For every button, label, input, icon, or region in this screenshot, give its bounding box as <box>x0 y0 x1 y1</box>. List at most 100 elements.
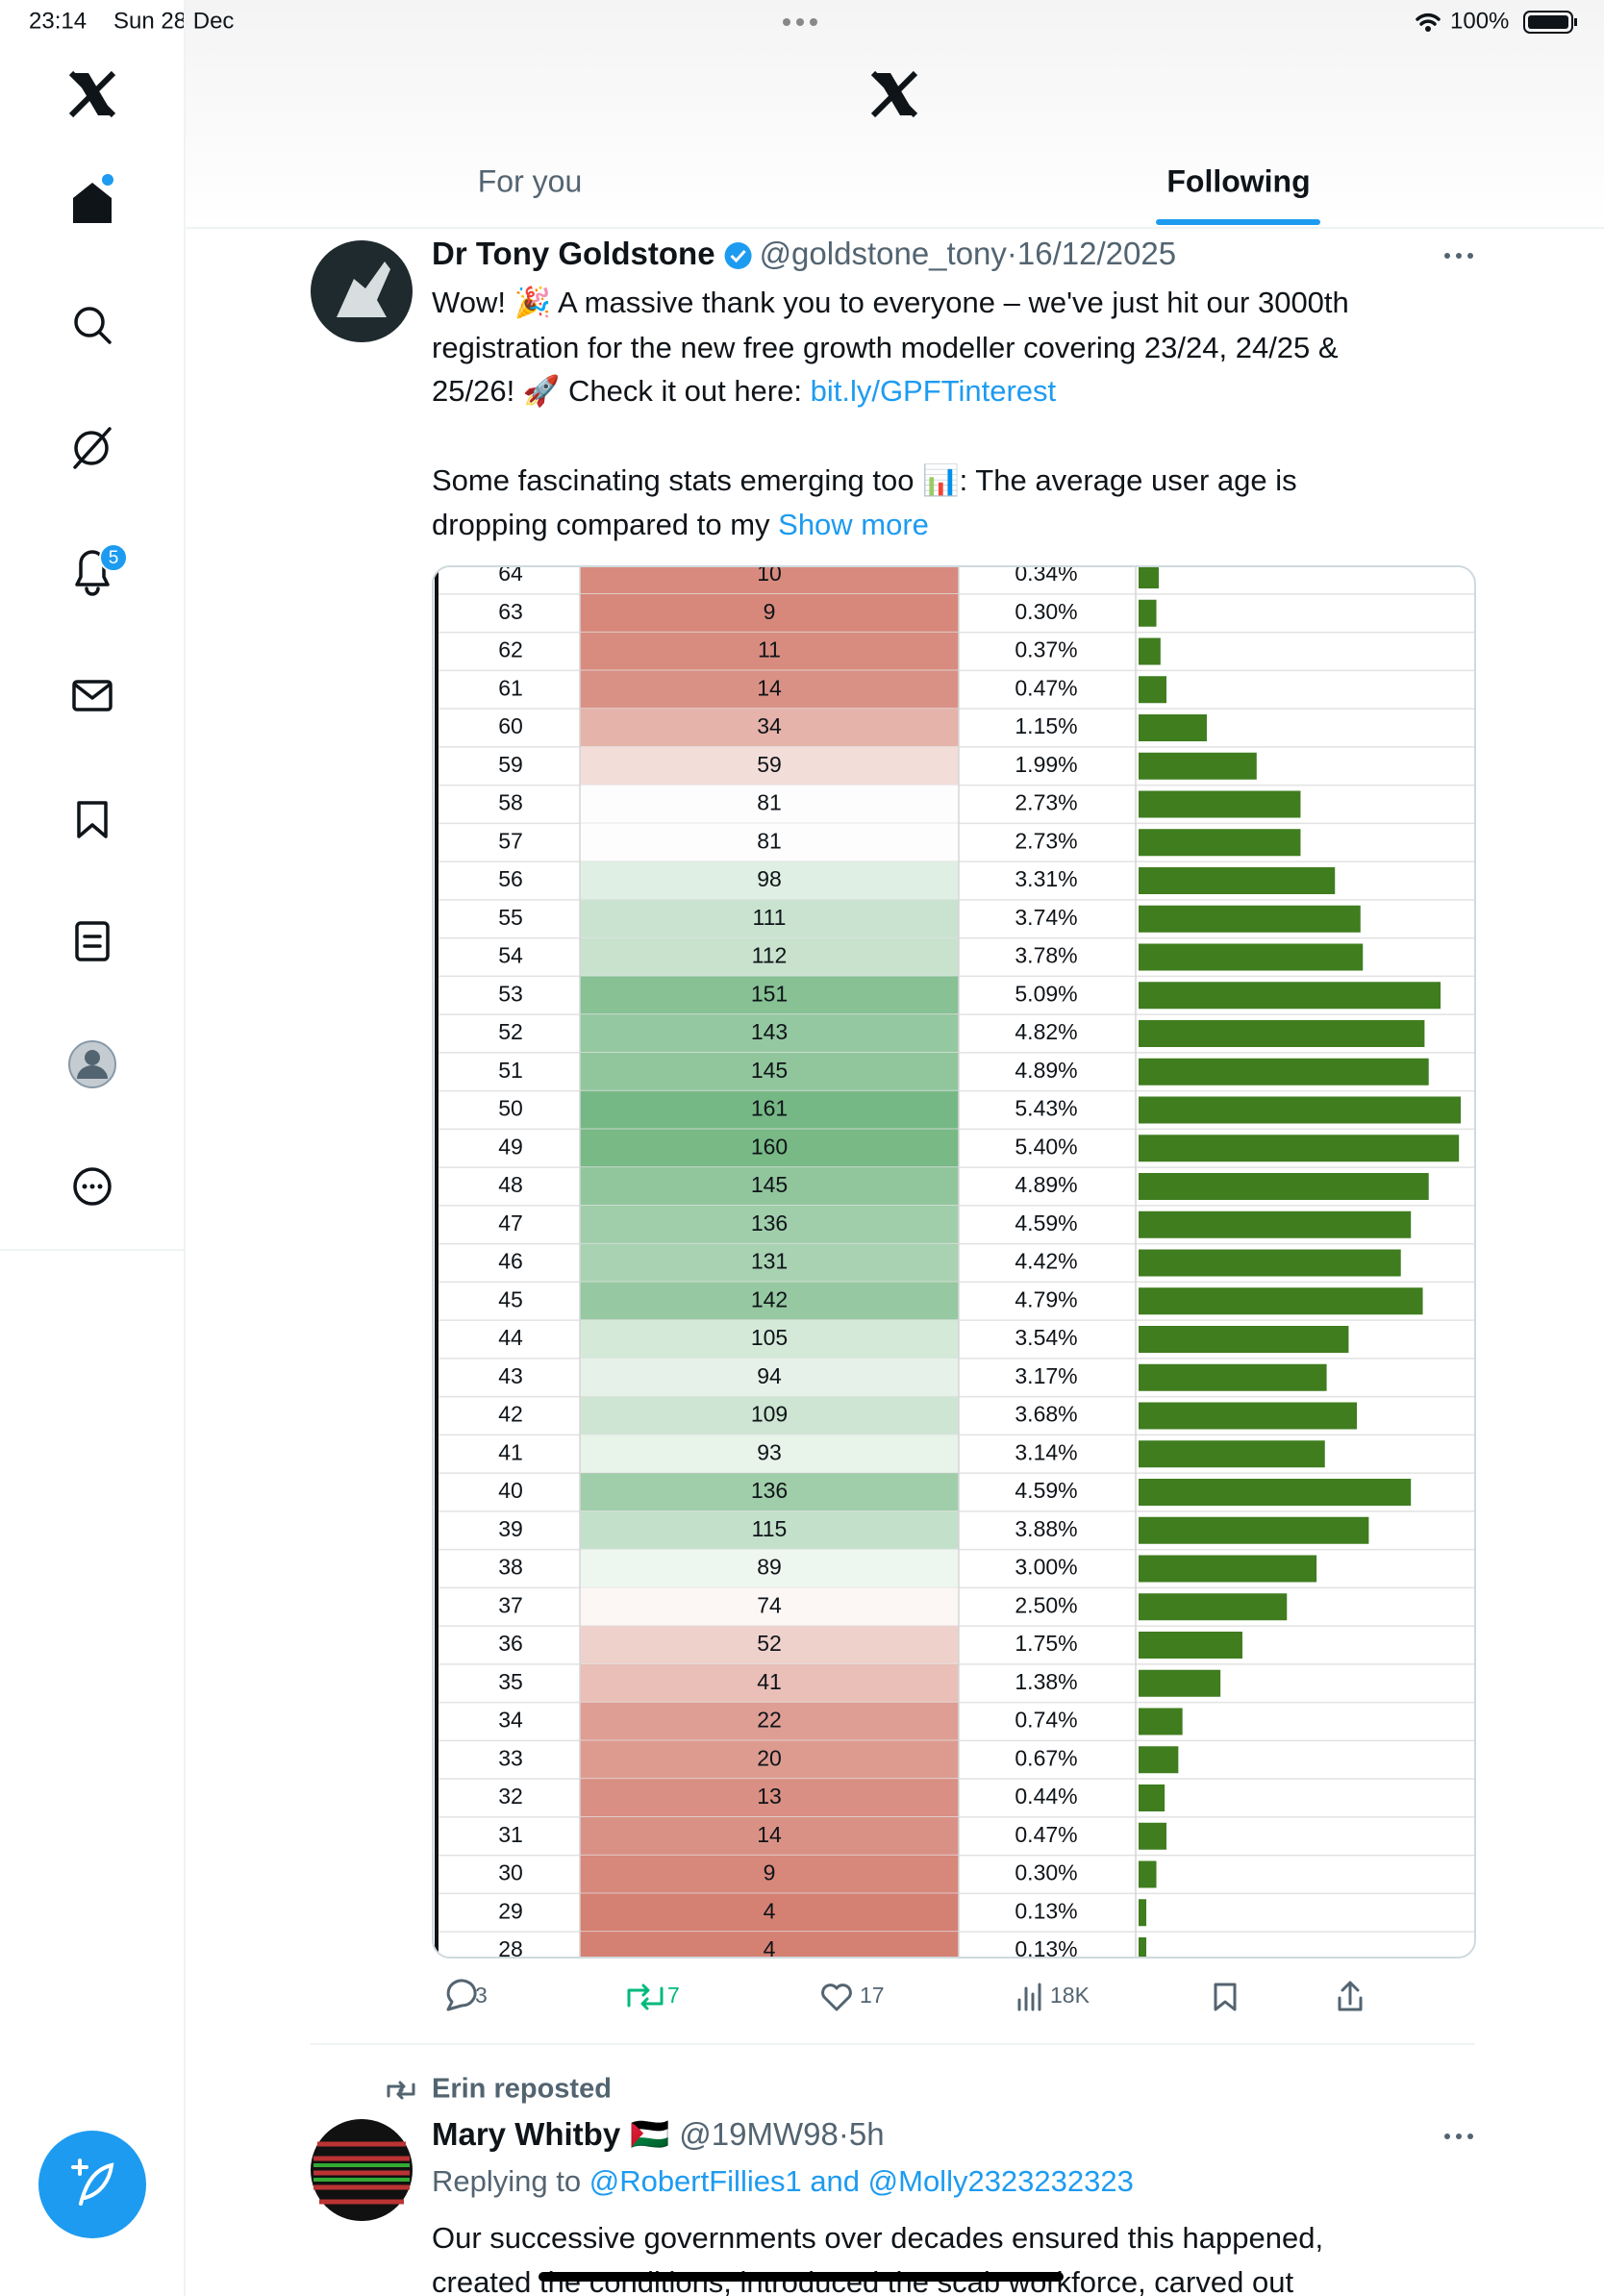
post-text: Wow! 🎉 A massive thank you to everyone –… <box>432 285 1349 320</box>
count-value: 143 <box>751 1019 788 1044</box>
share-bar <box>1139 1669 1221 1697</box>
share-bar <box>1139 867 1336 894</box>
reposted-by[interactable]: Erin reposted <box>432 2074 612 2105</box>
age-cell: 28 <box>498 1936 523 1961</box>
share-bar <box>1139 676 1166 704</box>
author-name[interactable]: Dr Tony Goldstone <box>432 236 715 271</box>
show-more[interactable]: Show more <box>778 508 929 541</box>
count-cell <box>580 1663 959 1703</box>
count-cell <box>580 1090 959 1130</box>
tab-for-you[interactable]: For you <box>478 163 582 198</box>
wifi-icon <box>1416 12 1441 26</box>
count-cell <box>580 1893 959 1933</box>
count-value: 52 <box>757 1631 782 1656</box>
more-icon[interactable] <box>73 1167 112 1206</box>
post-date[interactable]: 16/12/2025 <box>1017 236 1176 271</box>
lists-icon[interactable] <box>75 921 110 961</box>
share-bar <box>1139 829 1301 857</box>
count-cell <box>580 1626 959 1664</box>
share-bar <box>1139 1479 1412 1506</box>
count-cell <box>580 1205 959 1244</box>
count-cell <box>580 1510 959 1550</box>
share-bar <box>1139 752 1257 780</box>
share-bar <box>1139 1593 1288 1621</box>
repost-avatar[interactable] <box>311 2119 413 2221</box>
count-cell <box>580 1435 959 1474</box>
repost-handle[interactable]: @19MW98 <box>679 2116 839 2152</box>
age-cell: 37 <box>498 1592 523 1617</box>
repost-icon[interactable] <box>627 1984 664 2010</box>
like-icon[interactable] <box>821 1984 852 2011</box>
battery-level: 100% <box>1450 8 1509 34</box>
share-label: 0.44% <box>1015 1784 1077 1809</box>
views-icon[interactable] <box>1017 1983 1041 2011</box>
share-label: 0.37% <box>1015 637 1077 662</box>
age-cell: 62 <box>498 637 523 662</box>
share-label: 0.47% <box>1015 1822 1077 1847</box>
count-value: 81 <box>757 790 782 815</box>
author-avatar[interactable] <box>311 240 413 342</box>
profile-icon[interactable] <box>68 1040 116 1088</box>
count-cell <box>580 1014 959 1053</box>
share-bar <box>1139 1135 1460 1162</box>
age-cell: 59 <box>498 752 523 777</box>
count-cell <box>580 1358 959 1397</box>
post-image-table[interactable]: 64 10 0.34% 63 9 0.30% 62 11 0.37% 61 14 0.47% 60 34 1… <box>433 556 1475 1970</box>
share-label: 0.74% <box>1015 1708 1077 1733</box>
grok-icon[interactable] <box>73 427 112 469</box>
repost-menu[interactable] <box>1444 2134 1473 2139</box>
age-cell: 57 <box>498 828 523 853</box>
bookmark-icon[interactable] <box>1214 1983 1237 2011</box>
count-value: 34 <box>757 713 782 738</box>
count-value: 145 <box>751 1058 788 1083</box>
share-label: 5.40% <box>1015 1134 1077 1159</box>
count-value: 4 <box>764 1898 776 1923</box>
post-header: Dr Tony Goldstone <box>432 236 715 271</box>
repost-author[interactable]: Mary Whitby <box>432 2116 621 2152</box>
compose-button[interactable] <box>38 2131 146 2238</box>
age-cell: 61 <box>498 675 523 700</box>
handle[interactable]: @goldstone_tony <box>760 236 1008 271</box>
count-value: 14 <box>757 675 782 700</box>
count-cell <box>580 899 959 938</box>
share-label: 3.74% <box>1015 905 1077 930</box>
search-icon[interactable] <box>74 307 112 344</box>
repost-text: Our successive governments over decades … <box>432 2221 1323 2255</box>
count-cell <box>580 593 959 633</box>
count-value: 115 <box>752 1516 788 1541</box>
reply-icon[interactable] <box>446 1979 477 2011</box>
multitask-dots[interactable] <box>783 18 817 26</box>
post-text-line: 25/26! 🚀 Check it out here: <box>432 373 811 408</box>
count-value: 161 <box>751 1096 788 1121</box>
home-icon[interactable] <box>73 183 112 223</box>
share-label: 4.59% <box>1015 1210 1077 1235</box>
verified-badge <box>724 242 752 269</box>
count-value: 131 <box>751 1249 788 1274</box>
share-icon[interactable] <box>1338 1981 1363 2011</box>
share-label: 3.14% <box>1015 1439 1077 1464</box>
header-x-logo[interactable] <box>870 70 918 118</box>
age-cell: 51 <box>498 1058 523 1083</box>
reply-targets[interactable]: @RobertFillies1 and @Molly2323232323 <box>589 2164 1134 2198</box>
post-menu[interactable] <box>1444 253 1473 259</box>
age-cell: 43 <box>498 1363 523 1388</box>
share-bar <box>1139 982 1441 1010</box>
messages-icon[interactable] <box>72 680 113 711</box>
share-label: 4.89% <box>1015 1172 1077 1197</box>
share-bar <box>1139 1249 1401 1277</box>
header-bg <box>185 0 1604 227</box>
post-link[interactable]: bit.ly/GPFTinterest <box>811 374 1057 408</box>
share-label: 0.30% <box>1015 599 1077 624</box>
count-cell <box>580 1740 959 1780</box>
x-logo[interactable] <box>68 70 116 118</box>
repost-time[interactable]: 5h <box>849 2116 885 2152</box>
count-cell <box>580 1129 959 1168</box>
tab-following[interactable]: Following <box>1166 163 1310 198</box>
bookmarks-icon[interactable] <box>77 801 108 838</box>
replying-label: Replying to <box>432 2164 589 2198</box>
tab-indicator <box>1156 219 1320 225</box>
count-value: 10 <box>757 561 782 586</box>
notification-count: 5 <box>109 548 119 568</box>
age-cell: 52 <box>498 1019 523 1044</box>
